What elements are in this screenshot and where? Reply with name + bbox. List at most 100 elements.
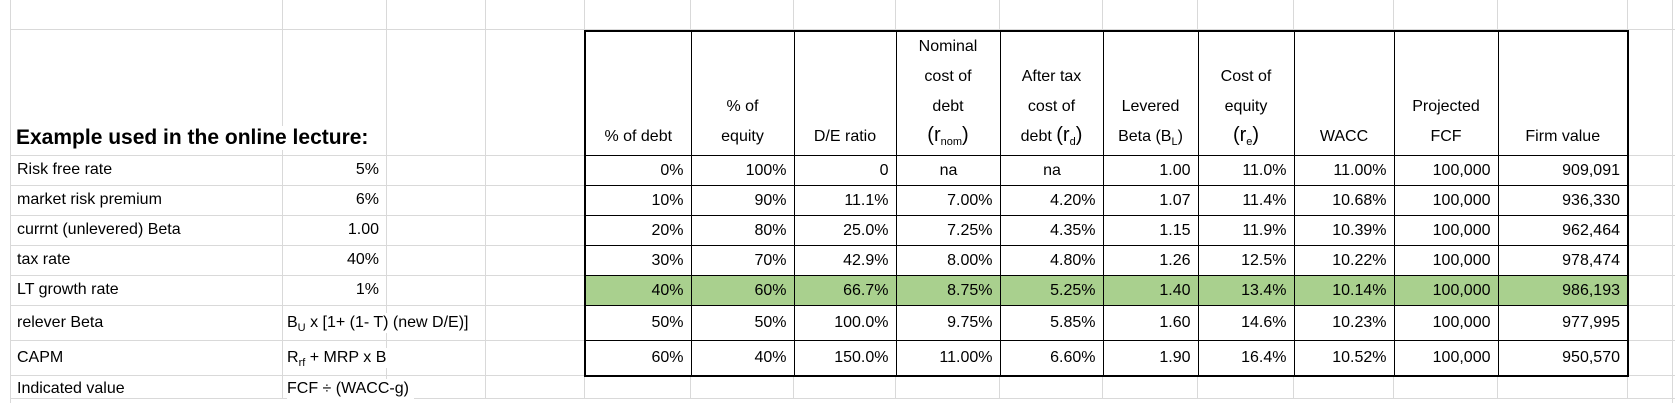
table-cell[interactable]: 1.07	[1102, 185, 1199, 216]
table-cell[interactable]: 50%	[584, 305, 692, 341]
sheet-title[interactable]: Example used in the online lecture:	[16, 126, 377, 150]
table-cell[interactable]: 1.60	[1102, 305, 1199, 341]
table-cell[interactable]: 8.75%	[895, 275, 1001, 306]
table-cell[interactable]: 4.20%	[999, 185, 1104, 216]
table-cell[interactable]: 11.00%	[895, 340, 1001, 376]
table-cell[interactable]: 936,330	[1497, 185, 1629, 216]
table-cell[interactable]: 40%	[584, 275, 692, 306]
gridline	[1197, 0, 1198, 29]
table-cell[interactable]: 10%	[584, 185, 692, 216]
assumption-value[interactable]: 6%	[355, 191, 379, 208]
table-cell[interactable]: 0%	[584, 155, 692, 186]
table-cell[interactable]: 12.5%	[1197, 245, 1295, 276]
table-cell[interactable]: 1.40	[1102, 275, 1199, 306]
assumption-value[interactable]: 1.00	[347, 221, 379, 238]
table-cell[interactable]: 10.22%	[1293, 245, 1395, 276]
table-cell[interactable]: na	[999, 155, 1104, 186]
table-cell[interactable]: 25.0%	[793, 215, 897, 246]
table-cell[interactable]: 100,000	[1393, 185, 1499, 216]
table-cell[interactable]: 70%	[690, 245, 795, 276]
table-cell[interactable]: 977,995	[1497, 305, 1629, 341]
table-cell[interactable]: 150.0%	[793, 340, 897, 376]
column-header[interactable]: WACC	[1293, 30, 1395, 156]
table-cell[interactable]: 100,000	[1393, 215, 1499, 246]
table-cell[interactable]: 80%	[690, 215, 795, 246]
assumption-label[interactable]: LT growth rate	[17, 281, 119, 298]
table-cell[interactable]: 66.7%	[793, 275, 897, 306]
table-cell[interactable]: 0	[793, 155, 897, 186]
formula-label[interactable]: CAPM	[17, 348, 64, 366]
table-cell[interactable]: 9.75%	[895, 305, 1001, 341]
table-cell[interactable]: 8.00%	[895, 245, 1001, 276]
table-cell[interactable]: 1.15	[1102, 215, 1199, 246]
table-cell[interactable]: 100.0%	[793, 305, 897, 341]
table-cell[interactable]: 100%	[690, 155, 795, 186]
table-cell[interactable]: 4.80%	[999, 245, 1104, 276]
table-cell[interactable]: 13.4%	[1197, 275, 1295, 306]
table-cell[interactable]: 11.00%	[1293, 155, 1395, 186]
table-cell[interactable]: 40%	[690, 340, 795, 376]
table-cell[interactable]: 962,464	[1497, 215, 1629, 246]
formula-label[interactable]: relever Beta	[17, 313, 104, 331]
table-cell[interactable]: 10.14%	[1293, 275, 1395, 306]
assumption-value[interactable]: 1%	[355, 281, 379, 298]
formula-label[interactable]: Indicated value	[17, 380, 125, 397]
table-cell[interactable]: 1.90	[1102, 340, 1199, 376]
table-cell[interactable]: 42.9%	[793, 245, 897, 276]
table-cell[interactable]: 11.4%	[1197, 185, 1295, 216]
table-cell[interactable]: 20%	[584, 215, 692, 246]
table-cell[interactable]: 10.68%	[1293, 185, 1395, 216]
table-cell[interactable]: 4.35%	[999, 215, 1104, 246]
assumption-value[interactable]: 40%	[346, 251, 379, 268]
table-cell[interactable]: 5.85%	[999, 305, 1104, 341]
table-cell[interactable]: 14.6%	[1197, 305, 1295, 341]
table-cell[interactable]: 10.23%	[1293, 305, 1395, 341]
column-header[interactable]: D/E ratio	[793, 30, 897, 156]
table-cell[interactable]: 16.4%	[1197, 340, 1295, 376]
table-cell[interactable]: 90%	[690, 185, 795, 216]
table-cell[interactable]: 11.1%	[793, 185, 897, 216]
assumption-value[interactable]: 5%	[355, 161, 379, 178]
column-header[interactable]: % of equity	[690, 30, 795, 156]
table-cell[interactable]: 909,091	[1497, 155, 1629, 186]
table-cell[interactable]: 1.26	[1102, 245, 1199, 276]
formula-text[interactable]: Rrf + MRP x B	[287, 347, 392, 368]
table-cell[interactable]: 986,193	[1497, 275, 1629, 306]
table-cell[interactable]: na	[895, 155, 1001, 186]
table-cell[interactable]: 60%	[584, 340, 692, 376]
column-header[interactable]: Firm value	[1497, 30, 1629, 156]
table-cell[interactable]: 100,000	[1393, 275, 1499, 306]
table-cell[interactable]: 6.60%	[999, 340, 1104, 376]
table-cell[interactable]: 100,000	[1393, 155, 1499, 186]
column-header[interactable]: Cost of equity (re)	[1197, 30, 1295, 156]
wacc-table: % of debt% of equity D/E ratio Nominal cost …	[584, 30, 1629, 377]
column-header[interactable]: Projected FCF	[1393, 30, 1499, 156]
table-cell[interactable]: 10.39%	[1293, 215, 1395, 246]
table-cell[interactable]: 100,000	[1393, 245, 1499, 276]
assumption-label[interactable]: tax rate	[17, 251, 71, 268]
table-cell[interactable]: 60%	[690, 275, 795, 306]
table-cell[interactable]: 1.00	[1102, 155, 1199, 186]
table-cell[interactable]: 10.52%	[1293, 340, 1395, 376]
table-cell[interactable]: 7.25%	[895, 215, 1001, 246]
column-header[interactable]: Levered Beta (BL)	[1102, 30, 1199, 156]
table-cell[interactable]: 950,570	[1497, 340, 1629, 376]
table-cell[interactable]: 100,000	[1393, 340, 1499, 376]
column-header[interactable]: After tax cost of debt (rd)	[999, 30, 1104, 156]
table-cell[interactable]: 978,474	[1497, 245, 1629, 276]
column-header[interactable]: % of debt	[584, 30, 692, 156]
formula-text[interactable]: BU x [1+ (1- T) (new D/E)]	[287, 312, 474, 333]
table-cell[interactable]: 7.00%	[895, 185, 1001, 216]
table-cell[interactable]: 100,000	[1393, 305, 1499, 341]
table-cell[interactable]: 30%	[584, 245, 692, 276]
table-cell[interactable]: 11.9%	[1197, 215, 1295, 246]
formula-text[interactable]: FCF ÷ (WACC-g)	[287, 379, 414, 399]
assumption-label[interactable]: Risk free rate	[17, 161, 113, 178]
gridline	[10, 275, 584, 276]
column-header[interactable]: Nominal cost of debt (rnom)	[895, 30, 1001, 156]
table-cell[interactable]: 5.25%	[999, 275, 1104, 306]
assumption-label[interactable]: market risk premium	[17, 191, 162, 208]
assumption-label[interactable]: currnt (unlevered) Beta	[17, 221, 181, 238]
table-cell[interactable]: 50%	[690, 305, 795, 341]
table-cell[interactable]: 11.0%	[1197, 155, 1295, 186]
